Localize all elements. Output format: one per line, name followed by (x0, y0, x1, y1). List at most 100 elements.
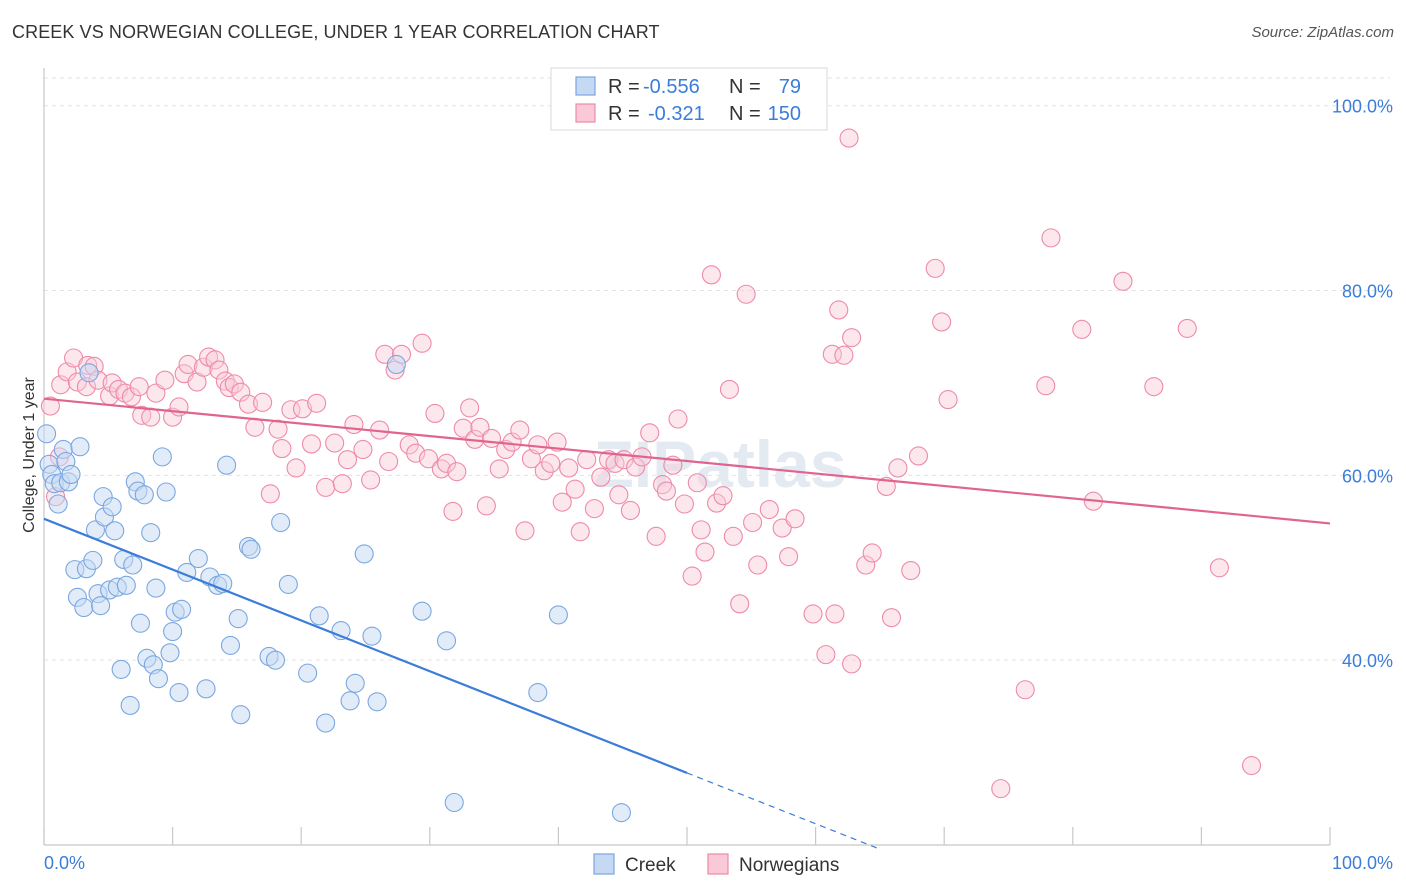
norwegians-point (510, 420, 530, 440)
norwegians-point (418, 449, 439, 469)
norwegians-point (695, 542, 715, 562)
norwegians-point (272, 439, 292, 459)
norwegians-point (1242, 755, 1262, 776)
norwegians-point (656, 481, 676, 501)
norwegians-point (325, 433, 345, 453)
norwegians-point (209, 360, 229, 380)
norwegians-point (591, 467, 611, 487)
norwegians-point (1036, 376, 1056, 396)
norwegians-point (476, 496, 496, 516)
creek-point (123, 555, 143, 575)
norwegians-point (245, 417, 265, 437)
norwegians-point (816, 645, 836, 665)
norwegians-point (1144, 377, 1164, 397)
norwegians-point (178, 354, 198, 375)
legend-creek-n-label: N = (729, 76, 761, 98)
norwegians-point (772, 518, 792, 538)
norwegians-point (559, 458, 579, 478)
norwegians-point (1041, 228, 1061, 248)
norwegians-point (759, 500, 779, 520)
norwegians-point (743, 512, 763, 533)
norwegians-point (141, 407, 161, 427)
creek-point (528, 682, 548, 703)
norwegians-point (146, 383, 166, 403)
creek-point (116, 575, 136, 595)
legend-creek-n-value: 79 (779, 76, 801, 98)
creek-point (265, 650, 286, 670)
norwegians-point (552, 492, 572, 512)
svg-text:R =: R = (608, 76, 640, 98)
legend-bottom-creek-label: Creek (625, 855, 676, 876)
norwegians-point (888, 458, 908, 478)
legend-creek-swatch (575, 76, 596, 96)
norwegians-point (785, 509, 805, 529)
creek-point (156, 482, 176, 502)
creek-point (61, 464, 81, 484)
norwegians-point (379, 451, 399, 472)
chart-title: CREEK VS NORWEGIAN COLLEGE, UNDER 1 YEAR… (12, 22, 660, 42)
norwegians-point (570, 522, 590, 542)
norwegians-point (842, 654, 862, 674)
norwegians-point (447, 462, 467, 482)
norwegians-point (862, 543, 882, 563)
norwegians-point (901, 560, 921, 581)
creek-point (271, 512, 291, 533)
creek-point (367, 692, 387, 712)
norwegians-point (453, 418, 473, 438)
norwegians-point (748, 555, 768, 575)
norwegians-point (674, 494, 694, 514)
source-label: Source: ZipAtlas.com (1251, 24, 1394, 41)
norwegians-point (682, 566, 702, 586)
creek-point (152, 447, 172, 467)
creek-point (160, 643, 180, 663)
norwegians-point (121, 387, 141, 407)
norwegians-point (425, 403, 445, 423)
legend-norwegians-swatch (575, 103, 596, 123)
creek-point (130, 613, 150, 633)
x-tick-label: 0.0% (44, 853, 85, 873)
norwegians-point (779, 547, 799, 567)
trend-lines (43, 397, 1331, 850)
creek-point (228, 609, 248, 629)
norwegians-point (534, 461, 554, 481)
norwegians-point (316, 477, 336, 497)
norwegians-point (932, 312, 952, 332)
norwegians-point (253, 392, 273, 412)
creek-trend-extension (686, 772, 881, 850)
norwegians-point (443, 501, 463, 521)
creek-point (444, 792, 464, 813)
legend-bottom-norwegians-swatch (707, 853, 729, 875)
norwegians-point (515, 521, 535, 541)
creek-point (91, 596, 111, 616)
creek-point (316, 713, 336, 733)
norwegians-point (701, 265, 721, 285)
y-axis-label: College, Under 1 year (21, 377, 38, 533)
creek-point (386, 354, 406, 375)
norwegians-point (286, 458, 306, 478)
creek-point (436, 631, 457, 651)
norwegians-point (332, 474, 352, 494)
norwegians-point (713, 486, 733, 506)
creek-point (188, 548, 208, 569)
norwegians-point (1209, 558, 1229, 578)
norwegians-point (856, 555, 876, 575)
norwegians-point (193, 357, 214, 377)
creek-point (354, 544, 374, 564)
creek-point (134, 485, 154, 505)
norwegians-point (470, 417, 490, 437)
norwegians-point (1015, 680, 1035, 700)
legend-creek-r-value: -0.556 (643, 76, 700, 98)
norwegians-point (231, 382, 251, 402)
y-tick-labels: 40.0% 60.0% 80.0% 100.0% (1332, 97, 1393, 671)
norwegians-point (925, 258, 945, 278)
norwegians-point (829, 300, 849, 320)
norwegians-point (155, 370, 175, 390)
norwegians-point (691, 520, 711, 540)
norwegians-point (687, 473, 707, 493)
creek-point (309, 606, 329, 626)
norwegians-point (40, 396, 60, 416)
creek-point (70, 437, 90, 457)
creek-point (278, 574, 298, 594)
legend-norwegians-n-label: N = (729, 103, 761, 125)
norwegians-point (876, 476, 896, 497)
